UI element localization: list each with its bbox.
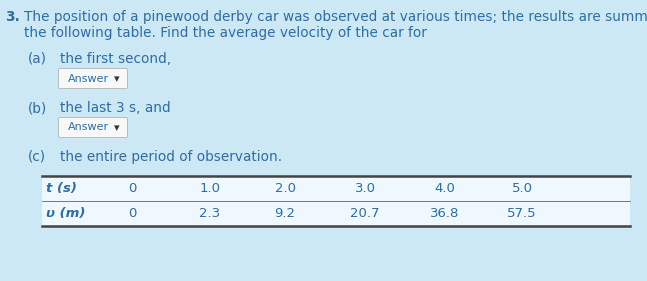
- Text: ▾: ▾: [114, 124, 120, 133]
- Text: 57.5: 57.5: [507, 207, 537, 220]
- Text: the entire period of observation.: the entire period of observation.: [60, 150, 282, 164]
- Text: (a): (a): [28, 52, 47, 66]
- Text: 36.8: 36.8: [430, 207, 459, 220]
- Text: 2.0: 2.0: [274, 182, 296, 195]
- Text: 20.7: 20.7: [350, 207, 380, 220]
- Text: 0: 0: [128, 207, 136, 220]
- Text: Answer: Answer: [67, 74, 109, 83]
- Text: the following table. Find the average velocity of the car for: the following table. Find the average ve…: [24, 26, 427, 40]
- Text: 3.0: 3.0: [355, 182, 375, 195]
- Text: the last 3 s, and: the last 3 s, and: [60, 101, 171, 115]
- Text: 2.3: 2.3: [199, 207, 221, 220]
- Text: 4.0: 4.0: [435, 182, 455, 195]
- FancyBboxPatch shape: [58, 117, 127, 137]
- Text: t (s): t (s): [46, 182, 77, 195]
- Bar: [42, 176, 630, 226]
- Text: 9.2: 9.2: [274, 207, 296, 220]
- Text: Answer: Answer: [67, 123, 109, 133]
- Text: 3.: 3.: [5, 10, 20, 24]
- Text: υ (m): υ (m): [46, 207, 85, 220]
- Text: the first second,: the first second,: [60, 52, 171, 66]
- Text: 5.0: 5.0: [512, 182, 532, 195]
- FancyBboxPatch shape: [58, 69, 127, 89]
- Text: 1.0: 1.0: [199, 182, 221, 195]
- Text: ▾: ▾: [114, 74, 120, 85]
- Text: The position of a pinewood derby car was observed at various times; the results : The position of a pinewood derby car was…: [24, 10, 647, 24]
- Text: (b): (b): [28, 101, 47, 115]
- Text: 0: 0: [128, 182, 136, 195]
- Text: (c): (c): [28, 150, 46, 164]
